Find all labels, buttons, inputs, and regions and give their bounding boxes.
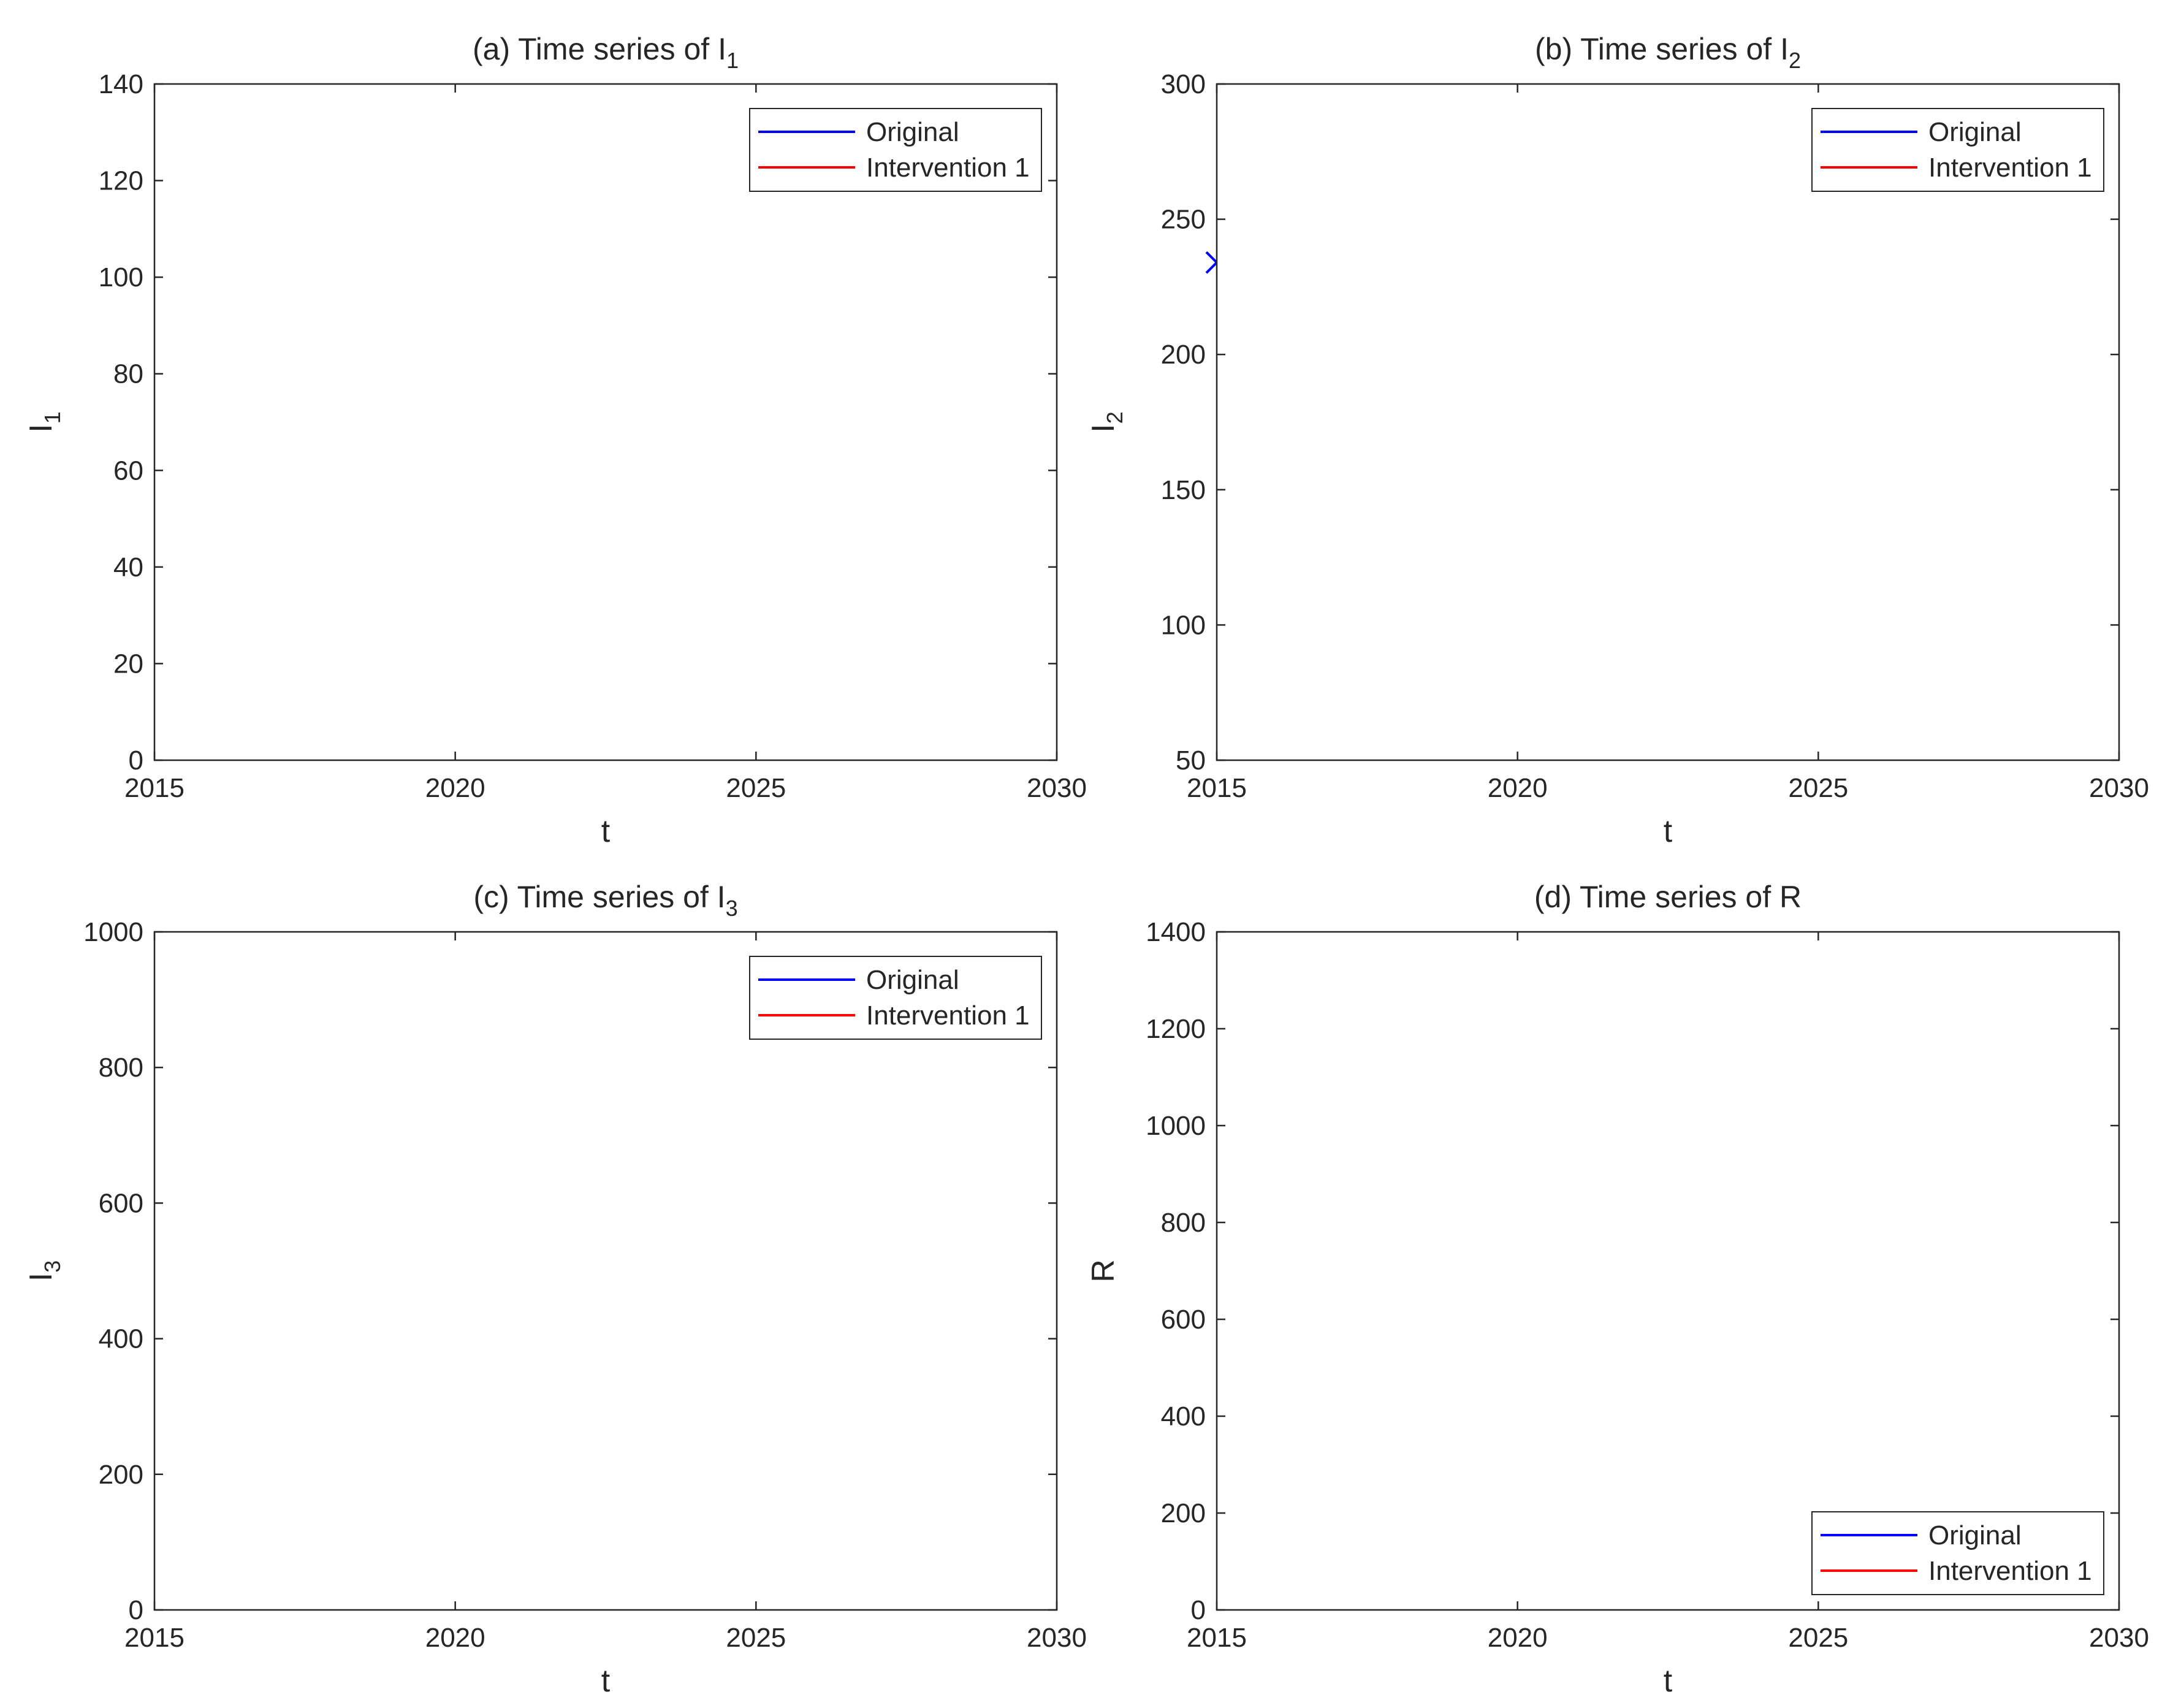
- legend-box: [749, 956, 1042, 1040]
- y-tick-label: 1000: [1146, 1111, 1206, 1141]
- chart-title: (a) Time series of I1: [473, 32, 739, 73]
- y-tick-label: 100: [99, 262, 143, 292]
- y-tick-label: 600: [99, 1188, 143, 1218]
- chart-title-main: (c) Time series of I: [473, 880, 725, 914]
- legend-box: [1811, 108, 2104, 192]
- y-tick-label: 800: [99, 1053, 143, 1083]
- x-tick-label: 2015: [1187, 773, 1247, 803]
- legend-label-original: Original: [866, 965, 959, 995]
- y-tick-label: 250: [1161, 205, 1206, 235]
- legend-label-original: Original: [1928, 1520, 2022, 1550]
- y-tick-label: 140: [99, 69, 143, 99]
- y-tick-label: 400: [1161, 1401, 1206, 1432]
- x-tick-label: 2020: [1488, 773, 1548, 803]
- y-tick-label: 120: [99, 166, 143, 196]
- x-tick-label: 2020: [1488, 1623, 1548, 1653]
- chart-title-subscript: 2: [1789, 48, 1801, 73]
- legend-box: [1811, 1511, 2104, 1595]
- y-tick-label: 1400: [1146, 917, 1206, 947]
- y-tick-label: 80: [113, 359, 143, 389]
- chart-title: (d) Time series of R: [1534, 880, 1802, 914]
- y-tick-label: 0: [129, 745, 143, 776]
- axes-box: [1216, 931, 2120, 1611]
- legend-label-original: Original: [866, 117, 959, 147]
- legend[interactable]: Original Intervention 1: [1811, 108, 2104, 192]
- legend-label-intervention-1: Intervention 1: [1928, 1556, 2092, 1586]
- y-axis-label-subscript: 3: [40, 1260, 65, 1273]
- legend[interactable]: Original Intervention 1: [749, 108, 1042, 192]
- panel-a: 2015 2020 2025 2030 0 20 40 60 80 100 120 140 (a) Ti…: [23, 32, 1087, 849]
- y-tick-label: 40: [113, 552, 143, 582]
- x-axis-label: t: [1664, 814, 1673, 849]
- x-tick-label: 2015: [124, 1623, 185, 1653]
- chart-title-main: (a) Time series of I: [473, 32, 726, 66]
- y-tick-label: 20: [113, 649, 143, 679]
- x-tick-label: 2025: [1788, 1623, 1848, 1653]
- y-tick-label: 1200: [1146, 1014, 1206, 1044]
- x-axis-label: t: [601, 814, 611, 849]
- x-tick-label: 2025: [726, 773, 786, 803]
- y-tick-label: 200: [1161, 1498, 1206, 1528]
- axes-box: [1216, 83, 2120, 761]
- legend[interactable]: Original Intervention 1: [1811, 1511, 2104, 1595]
- x-tick-label: 2020: [425, 773, 485, 803]
- y-axis-label-subscript: 1: [40, 411, 65, 424]
- legend-label-original: Original: [1928, 117, 2022, 147]
- panel-d: 2015 2020 2025 2030 0 200 400 600 800 1000 1200 140…: [1086, 880, 2149, 1699]
- x-tick-label: 2015: [1187, 1623, 1247, 1653]
- legend-box: [749, 108, 1042, 192]
- y-axis-label: I2: [1086, 411, 1127, 432]
- chart-title-main: (b) Time series of I: [1535, 32, 1789, 66]
- y-axis-label-main: I: [23, 424, 59, 432]
- legend[interactable]: Original Intervention 1: [749, 956, 1042, 1040]
- y-axis-label: I1: [23, 411, 65, 432]
- axes-box: [153, 931, 1058, 1611]
- x-axis-label: t: [601, 1663, 611, 1699]
- y-tick-label: 50: [1176, 745, 1206, 776]
- y-tick-label: 0: [1191, 1595, 1206, 1625]
- chart-title-subscript: 3: [726, 896, 738, 921]
- y-tick-label: 300: [1161, 69, 1206, 99]
- y-axis-label: R: [1086, 1259, 1121, 1283]
- x-tick-label: 2025: [726, 1623, 786, 1653]
- x-tick-label: 2015: [124, 773, 185, 803]
- x-tick-label: 2030: [1027, 773, 1087, 803]
- y-tick-label: 200: [1161, 340, 1206, 370]
- y-tick-label: 60: [113, 456, 143, 486]
- y-tick-label: 1000: [83, 917, 143, 947]
- x-tick-label: 2020: [425, 1623, 485, 1653]
- panel-b: 2015 2020 2025 2030 50 100 150 200 250 300 (b) Tim…: [1086, 32, 2149, 849]
- x-tick-label: 2030: [2089, 773, 2149, 803]
- y-tick-label: 150: [1161, 475, 1206, 505]
- y-axis-label-main: I: [23, 1273, 59, 1281]
- axes-box: [153, 83, 1058, 761]
- legend-label-intervention-1: Intervention 1: [866, 1001, 1030, 1031]
- x-tick-label: 2030: [1027, 1623, 1087, 1653]
- y-axis-label-subscript: 2: [1102, 411, 1127, 424]
- y-tick-label: 800: [1161, 1208, 1206, 1238]
- chart-title-main: (d) Time series of R: [1534, 880, 1802, 914]
- legend-label-intervention-1: Intervention 1: [866, 153, 1030, 183]
- x-axis-label: t: [1664, 1663, 1673, 1699]
- y-tick-label: 100: [1161, 610, 1206, 640]
- chart-title: (c) Time series of I3: [473, 880, 737, 921]
- y-axis-label-main: R: [1086, 1259, 1121, 1283]
- legend-label-intervention-1: Intervention 1: [1928, 153, 2092, 183]
- y-tick-label: 200: [99, 1460, 143, 1490]
- panel-c: 2015 2020 2025 2030 0 200 400 600 800 1000 (c) Tim…: [23, 880, 1087, 1699]
- y-tick-label: 0: [129, 1595, 143, 1625]
- y-axis-label: I3: [23, 1260, 65, 1281]
- y-tick-label: 600: [1161, 1305, 1206, 1335]
- x-tick-label: 2030: [2089, 1623, 2149, 1653]
- y-tick-label: 400: [99, 1324, 143, 1354]
- x-tick-label: 2025: [1788, 773, 1848, 803]
- y-axis-label-main: I: [1086, 424, 1121, 432]
- chart-title-subscript: 1: [726, 48, 739, 73]
- chart-title: (b) Time series of I2: [1535, 32, 1801, 73]
